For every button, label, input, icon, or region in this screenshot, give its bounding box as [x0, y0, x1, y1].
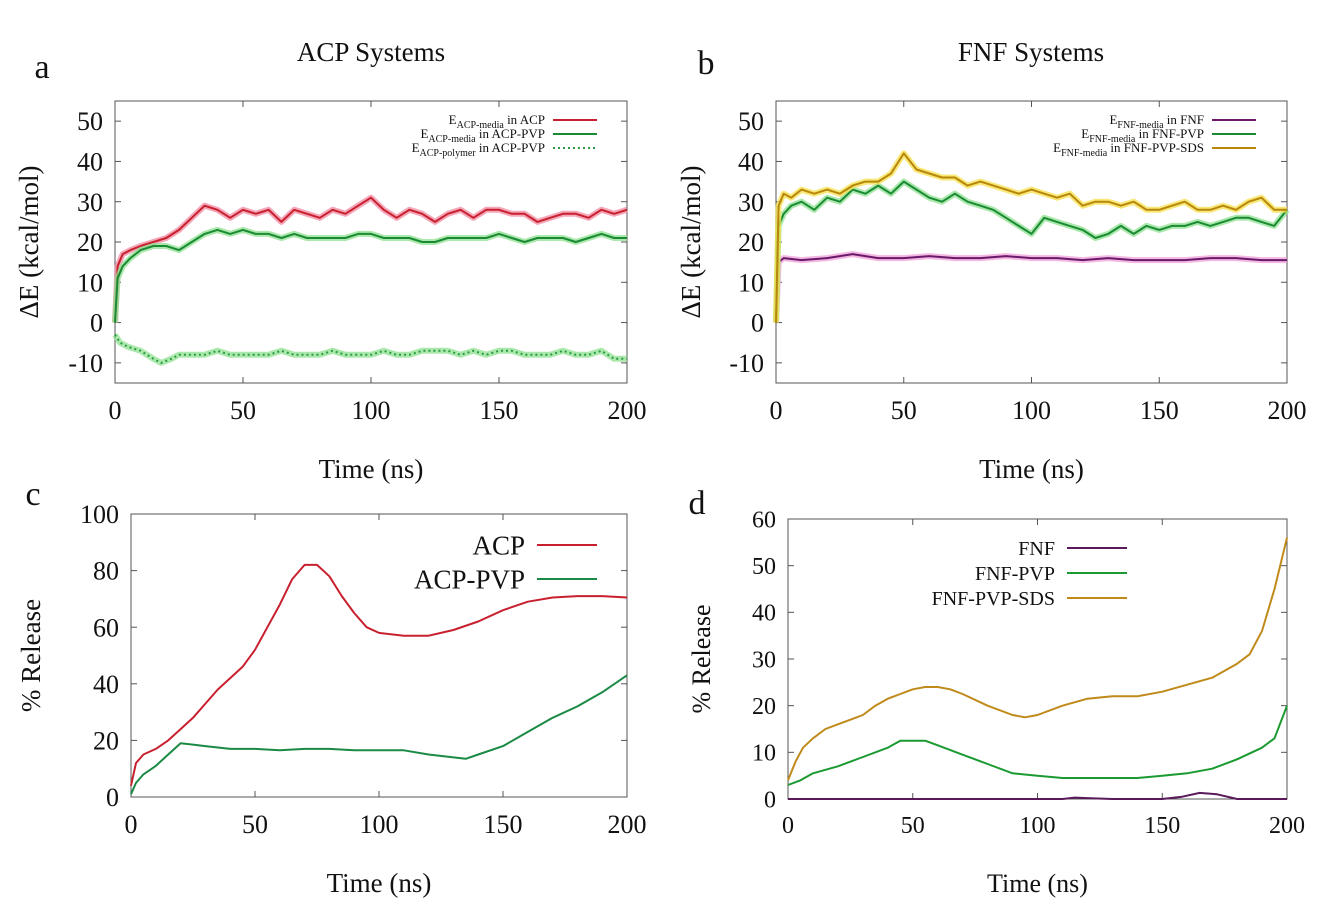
y-tick-label: 80: [93, 557, 119, 586]
series-line-1: [114, 228, 627, 323]
y-tick-label: -10: [729, 349, 764, 378]
y-tick-label: 0: [90, 309, 103, 338]
x-tick-label: 50: [230, 396, 256, 425]
x-tick-label: 50: [891, 396, 917, 425]
series-line-0: [114, 196, 628, 323]
x-tick-label: 100: [1012, 396, 1051, 425]
x-tick-label: 200: [1268, 396, 1307, 425]
y-tick-label: 30: [752, 647, 776, 673]
x-tick-label: 50: [242, 810, 268, 839]
x-axis-label: Time (ns): [979, 454, 1084, 484]
x-tick-label: 100: [360, 810, 399, 839]
x-tick-label: 100: [352, 396, 391, 425]
series-shade-0: [773, 251, 1287, 323]
series-shade-2: [773, 150, 1287, 323]
x-tick-label: 200: [608, 810, 647, 839]
y-tick-label: -10: [68, 349, 103, 378]
legend: ACP ACP-PVP: [414, 530, 597, 594]
legend: FNF FNF-PVP FNF-PVP-SDS: [932, 538, 1127, 610]
legend-label: EFNF-media in FNF-PVP: [1081, 126, 1204, 145]
x-tick-label: 100: [1020, 813, 1056, 839]
x-tick-label: 150: [1144, 813, 1180, 839]
legend-label: ACP-PVP: [414, 564, 525, 594]
x-tick-label: 0: [770, 396, 783, 425]
y-tick-label: 20: [752, 694, 776, 720]
panel-letter: c: [25, 476, 40, 513]
panel-letter: a: [34, 49, 49, 86]
legend-label: ACP: [472, 530, 525, 560]
series-shade-1: [112, 226, 627, 323]
y-tick-label: 40: [738, 148, 764, 177]
chart-title: FNF Systems: [958, 37, 1104, 67]
y-tick-label: 20: [738, 228, 764, 257]
y-tick-label: 40: [77, 148, 103, 177]
plot-frame: [775, 100, 1288, 384]
series-line-0: [775, 253, 1287, 323]
legend-label: FNF-PVP-SDS: [932, 588, 1055, 610]
x-tick-label: 150: [484, 810, 523, 839]
x-axis-label: Time (ns): [327, 868, 432, 898]
x-tick-label: 200: [1269, 813, 1305, 839]
y-tick-label: 0: [751, 309, 764, 338]
chart-title: ACP Systems: [297, 37, 445, 67]
y-tick-label: 0: [764, 787, 776, 813]
panel-d: d 0 50 100 150 200 0 10 20 30 40 50 60 Time (ns) % Rel…: [687, 485, 1305, 898]
panel-c: c 0 50 100 150 200 0 20 40 60 80 100 Time (ns) % Rele…: [16, 476, 647, 898]
y-tick-label: 30: [77, 188, 103, 217]
x-tick-label: 200: [608, 396, 647, 425]
y-tick-label: 0: [106, 783, 119, 812]
y-tick-label: 50: [738, 107, 764, 136]
legend-label: EACP-media in ACP-PVP: [420, 126, 545, 145]
legend-label: EACP-polymer in ACP-PVP: [412, 140, 545, 159]
x-axis-label: Time (ns): [987, 869, 1088, 898]
y-tick-label: 40: [93, 670, 119, 699]
x-tick-label: 0: [109, 396, 122, 425]
series-line-0: [788, 791, 1287, 800]
y-tick-label: 60: [752, 507, 776, 533]
legend-label: FNF-PVP: [975, 563, 1055, 585]
series-shade-2: [112, 333, 627, 366]
series-line-2: [775, 152, 1287, 323]
series-line-0: [130, 563, 628, 786]
y-axis-label: ΔE (kcal/mol): [676, 165, 706, 318]
y-axis-label: ΔE (kcal/mol): [14, 165, 44, 318]
series-line-2: [114, 334, 627, 364]
y-tick-label: 60: [93, 613, 119, 642]
series-line-1: [787, 705, 1288, 786]
legend-label: EFNF-media in FNF: [1109, 112, 1204, 131]
y-tick-label: 10: [752, 741, 776, 767]
y-axis-label: % Release: [16, 599, 46, 712]
panel-letter: d: [689, 485, 706, 522]
y-tick-label: 20: [77, 228, 103, 257]
x-tick-label: 150: [1140, 396, 1179, 425]
series-line-1: [775, 180, 1288, 323]
y-tick-label: 20: [93, 727, 119, 756]
plot-frame: [130, 513, 628, 798]
y-axis-label: % Release: [687, 604, 716, 713]
y-tick-label: 50: [77, 107, 103, 136]
y-tick-label: 10: [77, 268, 103, 297]
x-tick-label: 0: [782, 813, 794, 839]
legend-label: EFNF-media in FNF-PVP-SDS: [1053, 140, 1204, 159]
legend-label: FNF: [1018, 538, 1055, 560]
y-tick-label: 40: [752, 601, 776, 627]
x-tick-label: 0: [125, 810, 138, 839]
x-tick-label: 150: [480, 396, 519, 425]
panel-letter: b: [698, 45, 715, 82]
y-tick-label: 100: [80, 500, 119, 529]
series-line-2: [787, 537, 1288, 781]
x-tick-label: 50: [901, 813, 925, 839]
y-tick-label: 10: [738, 268, 764, 297]
y-tick-label: 50: [752, 554, 776, 580]
x-axis-label: Time (ns): [319, 454, 424, 484]
series-line-1: [130, 674, 628, 795]
y-tick-label: 30: [738, 188, 764, 217]
legend-label: EACP-media in ACP: [449, 112, 545, 131]
